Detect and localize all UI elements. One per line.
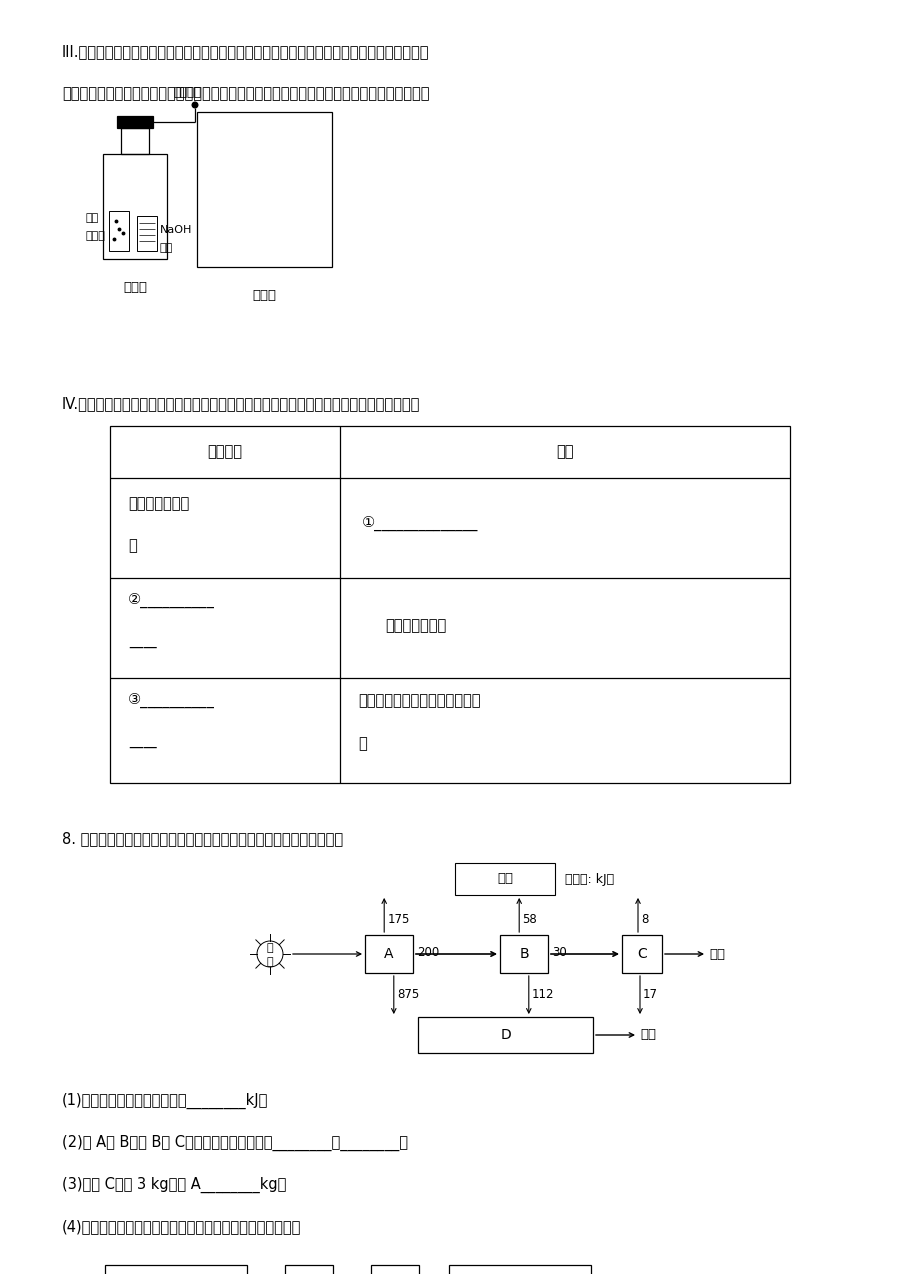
Bar bbox=[365, 935, 413, 973]
Text: ——: —— bbox=[128, 640, 157, 655]
Text: 200: 200 bbox=[416, 947, 438, 959]
Text: (4)下图表示生态系统中能量流经第二营养级的示意图，则：: (4)下图表示生态系统中能量流经第二营养级的示意图，则： bbox=[62, 1219, 301, 1235]
Bar bbox=[110, 426, 789, 784]
Bar bbox=[455, 862, 554, 896]
Text: ——: —— bbox=[128, 740, 157, 755]
Text: 结论: 结论 bbox=[556, 445, 573, 460]
Text: 只进行无氧呼吸: 只进行无氧呼吸 bbox=[384, 618, 446, 633]
Text: 热能: 热能 bbox=[640, 1028, 655, 1042]
Bar bbox=[370, 1265, 418, 1274]
Text: 红色液滴: 红色液滴 bbox=[173, 87, 200, 99]
Text: 112: 112 bbox=[531, 989, 554, 1001]
Text: 的种子: 的种子 bbox=[85, 231, 105, 241]
Text: 175: 175 bbox=[387, 913, 409, 926]
Text: 溶液: 溶液 bbox=[160, 243, 173, 254]
Text: IV.完成如下表格，预测实验可能出现的现象及结论。（请描述装置一和二中液滴移动状况）: IV.完成如下表格，预测实验可能出现的现象及结论。（请描述装置一和二中液滴移动状… bbox=[62, 396, 420, 412]
Text: 一左移，二不移: 一左移，二不移 bbox=[128, 496, 189, 511]
Bar bbox=[137, 217, 157, 251]
Bar bbox=[103, 154, 167, 259]
Text: 8. 如图为某生态系统中能量的输入、传递和散失过程示意图，请回答：: 8. 如图为某生态系统中能量的输入、传递和散失过程示意图，请回答： bbox=[62, 831, 343, 846]
Bar bbox=[499, 935, 548, 973]
Text: 阳: 阳 bbox=[267, 957, 273, 967]
Text: 实验现象: 实验现象 bbox=[208, 445, 243, 460]
Text: A: A bbox=[384, 947, 393, 961]
Bar bbox=[197, 112, 332, 268]
Text: 17: 17 bbox=[642, 989, 657, 1001]
Text: 热能: 热能 bbox=[709, 948, 724, 961]
Text: 既进行有氧呼吸，也进行无氧呼: 既进行有氧呼吸，也进行无氧呼 bbox=[357, 693, 480, 708]
Text: 太: 太 bbox=[267, 943, 273, 953]
Bar bbox=[417, 1017, 593, 1054]
Text: 装置二: 装置二 bbox=[252, 289, 277, 302]
Bar bbox=[448, 1265, 590, 1274]
Text: ①______________: ①______________ bbox=[361, 516, 478, 531]
Bar bbox=[108, 211, 129, 251]
Bar bbox=[121, 127, 149, 154]
Text: B: B bbox=[518, 947, 528, 961]
Text: 58: 58 bbox=[522, 913, 537, 926]
Text: 动: 动 bbox=[128, 538, 137, 553]
Bar bbox=[117, 116, 153, 127]
Text: (1)流经此生态系统的总能量是________kJ。: (1)流经此生态系统的总能量是________kJ。 bbox=[62, 1093, 268, 1110]
Text: 30: 30 bbox=[551, 947, 566, 959]
Text: ②__________: ②__________ bbox=[128, 592, 215, 608]
Circle shape bbox=[192, 102, 198, 108]
Text: 8: 8 bbox=[641, 913, 648, 926]
Text: D: D bbox=[500, 1028, 510, 1042]
Text: (3)欲使 C增加 3 kg，需 A________kg。: (3)欲使 C增加 3 kg，需 A________kg。 bbox=[62, 1177, 286, 1194]
Text: 萌发: 萌发 bbox=[85, 213, 98, 223]
Text: 吸: 吸 bbox=[357, 736, 367, 750]
Bar bbox=[285, 1265, 333, 1274]
Bar bbox=[621, 935, 662, 973]
Text: (2)从 A到 B和从 B到 C的能量传递效率分别为________和________。: (2)从 A到 B和从 B到 C的能量传递效率分别为________和_____… bbox=[62, 1135, 407, 1152]
Text: 热能: 热能 bbox=[496, 873, 513, 885]
Bar bbox=[105, 1265, 246, 1274]
Text: 875: 875 bbox=[396, 989, 418, 1001]
Text: NaOH: NaOH bbox=[160, 225, 192, 234]
Text: ③__________: ③__________ bbox=[128, 693, 215, 708]
Text: （单位: kJ）: （单位: kJ） bbox=[564, 873, 614, 885]
Text: III.实验方法：按照装置一图将实验材料和用具装好。如想得到预期的实验结论，必须同时设计: III.实验方法：按照装置一图将实验材料和用具装好。如想得到预期的实验结论，必须… bbox=[62, 45, 429, 59]
Text: 装置一: 装置一 bbox=[123, 282, 147, 294]
Text: 另一组实验装置即装置二，请指出应如何设计。（在方框内绘出装置二的图示并做好相应标注）: 另一组实验装置即装置二，请指出应如何设计。（在方框内绘出装置二的图示并做好相应标… bbox=[62, 87, 429, 101]
Text: C: C bbox=[637, 947, 646, 961]
